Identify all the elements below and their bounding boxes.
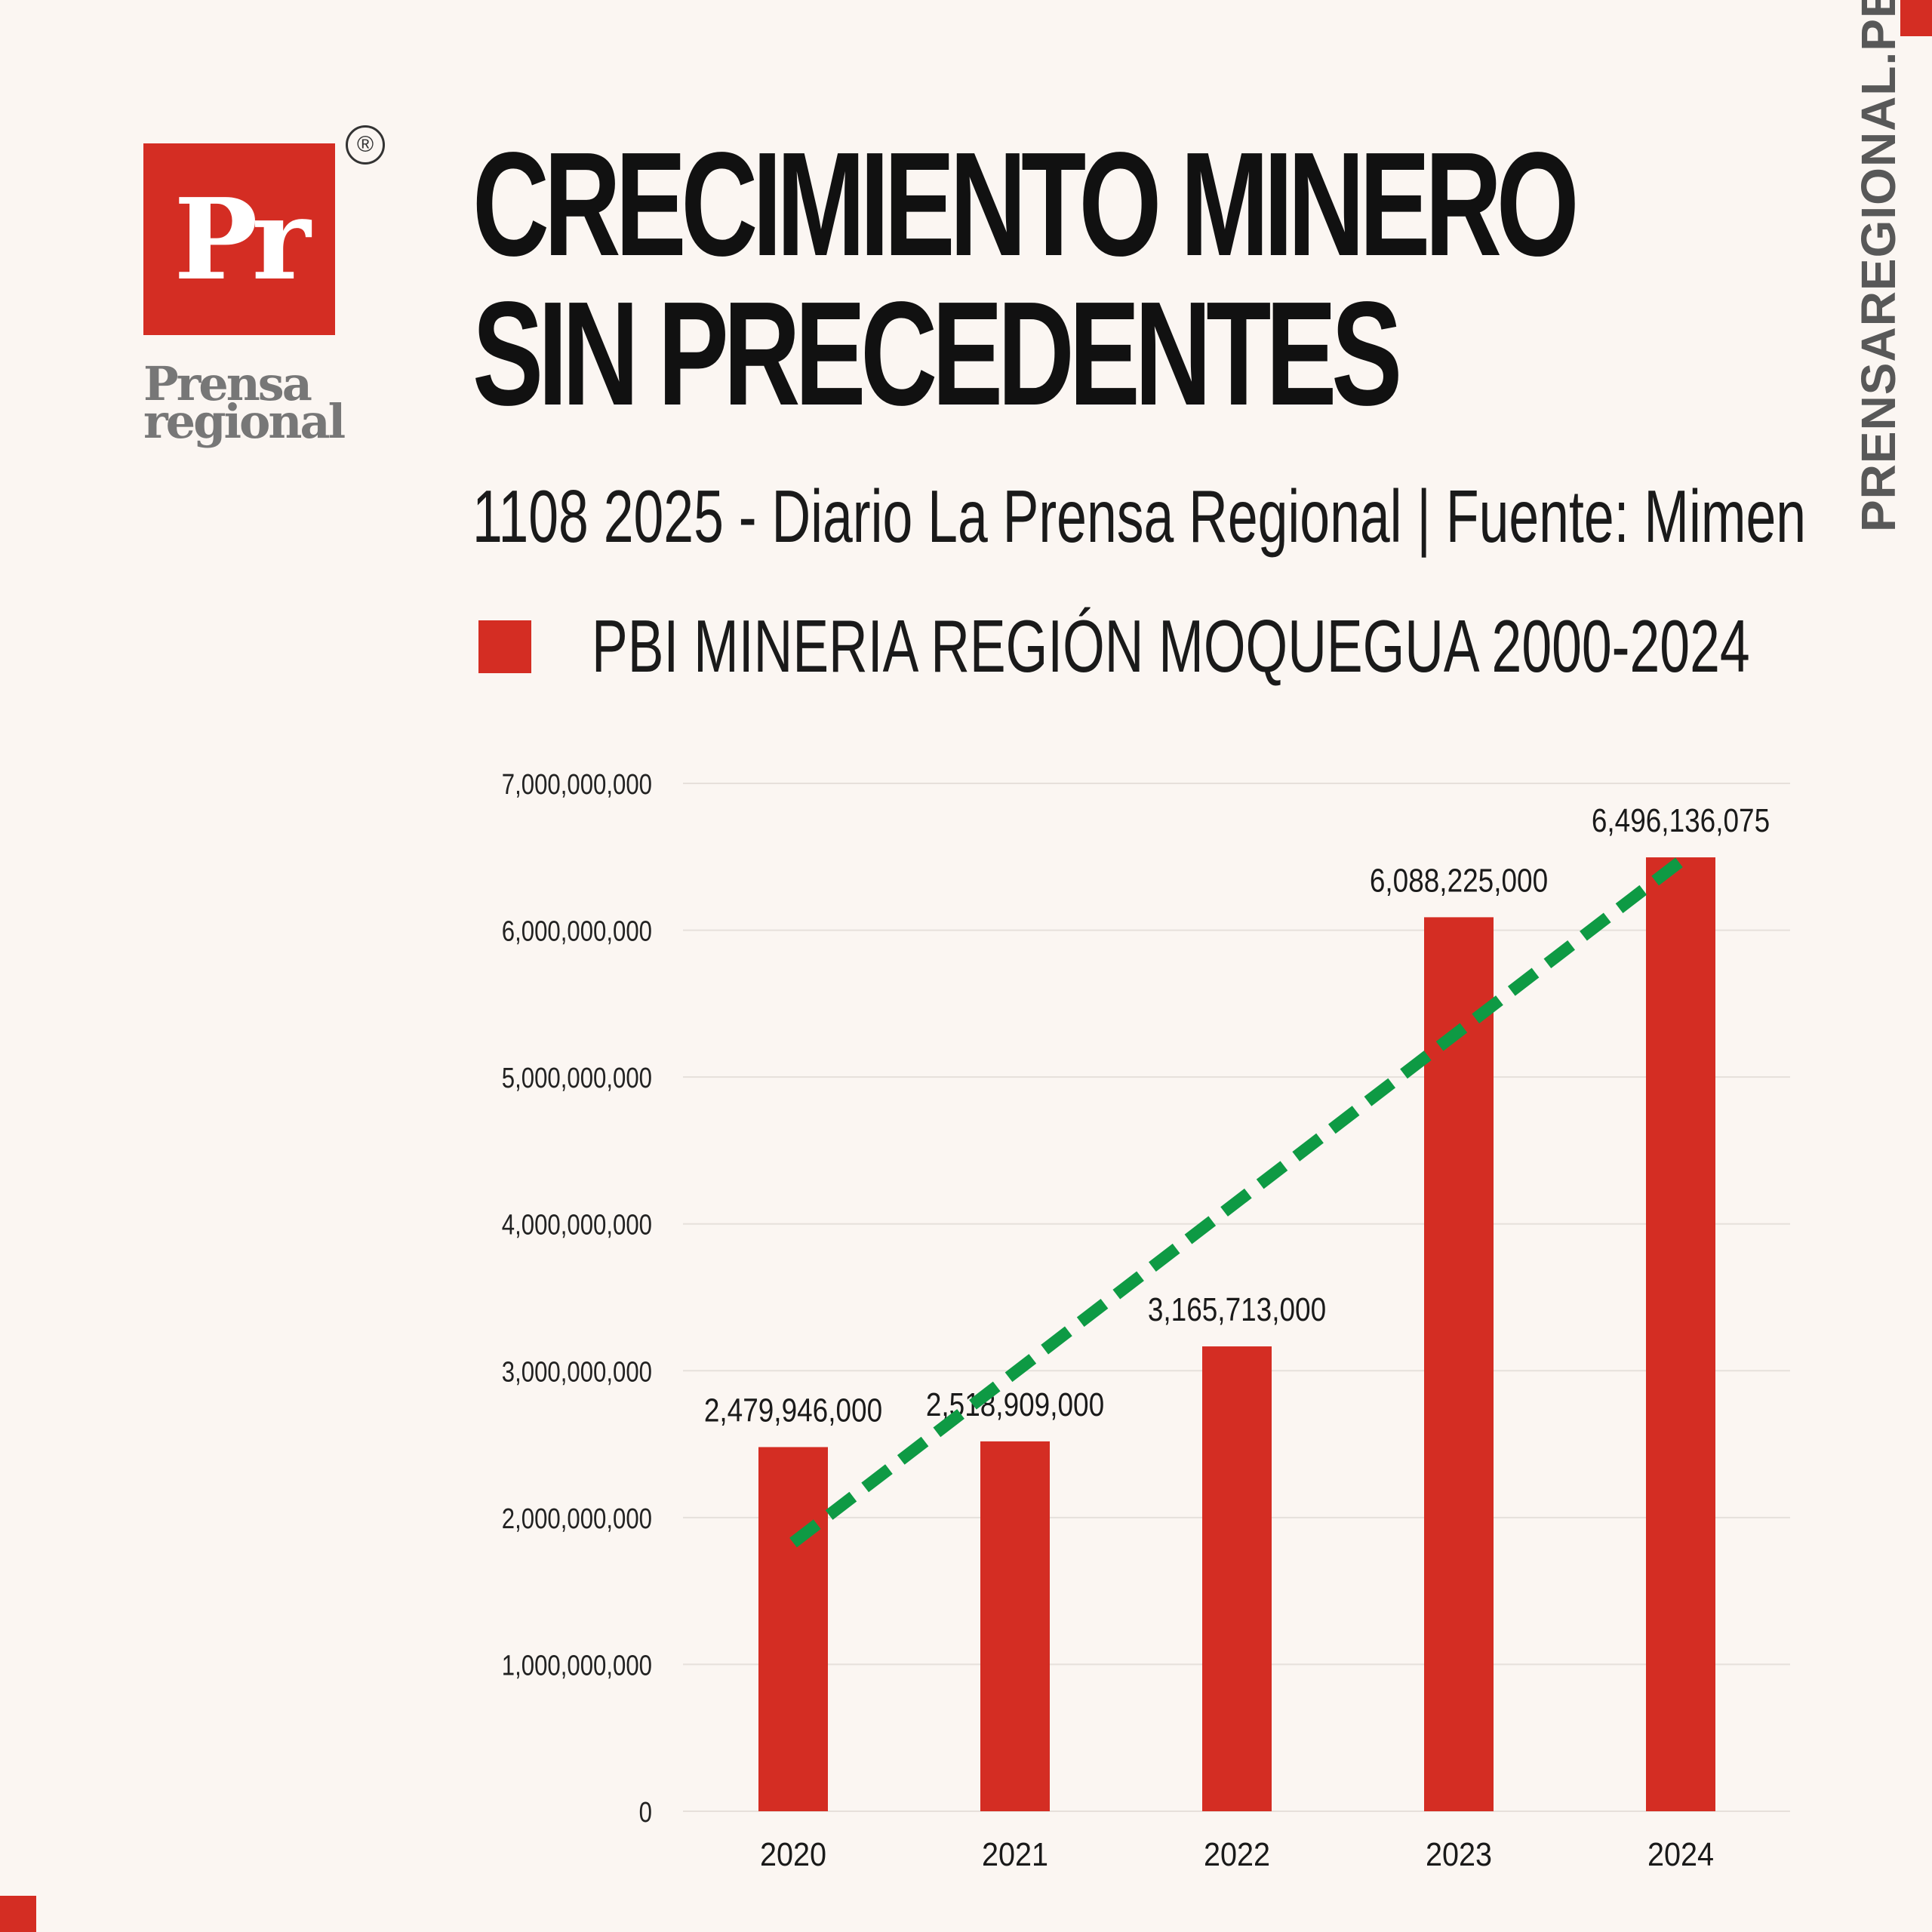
legend-label: PBI MINERIA REGIÓN MOQUEGUA 2000-2024	[592, 605, 1750, 688]
corner-accent-bottom-left	[0, 1896, 36, 1932]
y-tick-label: 4,000,000,000	[502, 1210, 652, 1241]
trendline	[789, 856, 1684, 1548]
logo-mark-text: Pr	[174, 174, 310, 305]
page-title: CRECIMIENTO MINERO SIN PRECEDENTES	[472, 130, 1580, 429]
corner-accent-top-right	[1900, 0, 1932, 36]
bar	[1202, 1346, 1272, 1811]
x-tick-label: 2020	[760, 1835, 826, 1872]
y-tick-label: 2,000,000,000	[502, 1503, 652, 1535]
logo-wordmark-line-2: regional	[143, 394, 346, 449]
y-tick-label: 7,000,000,000	[502, 769, 652, 801]
registered-icon: ®	[346, 125, 385, 165]
data-label: 2,479,946,000	[704, 1391, 882, 1429]
subtitle: 1108 2025 - Diario La Prensa Regional | …	[472, 475, 1807, 558]
y-tick-label: 3,000,000,000	[502, 1356, 652, 1388]
chart-legend: PBI MINERIA REGIÓN MOQUEGUA 2000-2024	[478, 604, 1932, 689]
bar	[980, 1441, 1050, 1811]
x-tick-label: 2023	[1426, 1835, 1492, 1872]
legend-swatch	[478, 620, 531, 673]
title-line-1: CRECIMIENTO MINERO	[472, 122, 1580, 287]
x-tick-label: 2022	[1204, 1835, 1270, 1872]
y-tick-label: 1,000,000,000	[502, 1651, 652, 1682]
logo-mark: Pr	[143, 143, 335, 335]
bar	[1646, 857, 1715, 1811]
bar	[758, 1447, 828, 1811]
data-label: 3,165,713,000	[1148, 1291, 1326, 1328]
title-line-2: SIN PRECEDENTES	[472, 271, 1402, 436]
data-label: 6,496,136,075	[1592, 801, 1770, 839]
y-tick-label: 0	[639, 1797, 652, 1829]
x-tick-label: 2024	[1647, 1835, 1714, 1872]
x-tick-label: 2021	[982, 1835, 1048, 1872]
y-tick-label: 5,000,000,000	[502, 1063, 652, 1094]
y-tick-label: 6,000,000,000	[502, 916, 652, 948]
bar	[1424, 917, 1494, 1811]
data-label: 6,088,225,000	[1370, 861, 1548, 899]
logo-wordmark-line-1: Prensa	[143, 356, 312, 411]
